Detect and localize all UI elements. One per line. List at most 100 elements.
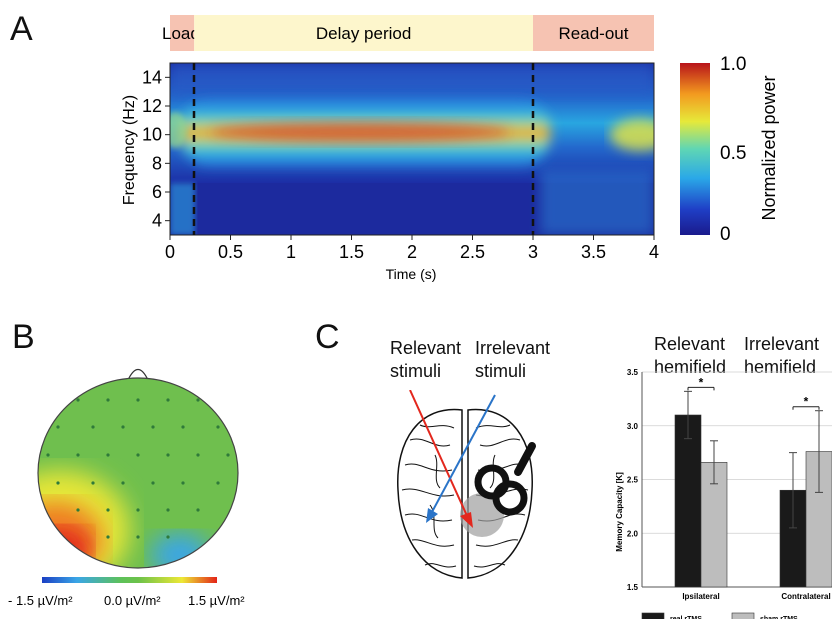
electrode-1-2 bbox=[121, 425, 125, 429]
electrode-2-3 bbox=[136, 453, 140, 457]
electrode-2-2 bbox=[106, 453, 110, 457]
panel-letter-c: C bbox=[315, 318, 340, 356]
electrode-2-5 bbox=[196, 453, 200, 457]
colorbar-tick-min: 0 bbox=[720, 224, 731, 245]
significance-markers: ** bbox=[687, 375, 820, 410]
x-tick-8: 4 bbox=[649, 242, 659, 262]
y-tick-5: 14 bbox=[142, 67, 162, 87]
x-tick-7: 3.5 bbox=[581, 242, 606, 262]
y-tick-2: 8 bbox=[152, 153, 162, 173]
electrode-0-3 bbox=[166, 398, 170, 402]
electrode-1-5 bbox=[216, 425, 220, 429]
electrode-2-0 bbox=[46, 453, 50, 457]
phase-bar-2 bbox=[533, 15, 654, 51]
electrode-3-0 bbox=[56, 481, 60, 485]
colorbar-tick-max: 1.0 bbox=[720, 54, 746, 75]
bar-0-1 bbox=[700, 462, 728, 588]
phase-label-1: Delay period bbox=[316, 24, 411, 43]
scale-label-mid: 0.0 µV/m² bbox=[104, 593, 161, 608]
relevant-stimulus-arrow bbox=[409, 390, 469, 519]
electrode-1-4 bbox=[181, 425, 185, 429]
electrode-0-1 bbox=[106, 398, 110, 402]
electrode-2-1 bbox=[76, 453, 80, 457]
electrode-4-3 bbox=[166, 508, 170, 512]
electrode-dots bbox=[46, 398, 230, 539]
electrode-1-0 bbox=[56, 425, 60, 429]
x-tick-6: 3 bbox=[528, 242, 538, 262]
phase-label-2: Read-out bbox=[559, 24, 629, 43]
colorbar-tick-mid: 0.5 bbox=[720, 143, 746, 164]
irrelevant-stimulus-arrow bbox=[431, 394, 496, 513]
significance-star-0: * bbox=[699, 375, 704, 389]
electrode-0-0 bbox=[76, 398, 80, 402]
x-tick-5: 2.5 bbox=[460, 242, 485, 262]
significance-star-1: * bbox=[804, 395, 809, 409]
x-tick-2: 1 bbox=[286, 242, 296, 262]
panel-b-topomap: - 1.5 µV/m² 0.0 µV/m² 1.5 µV/m² bbox=[8, 368, 245, 608]
legend-swatch-1 bbox=[731, 612, 755, 619]
electrode-1-3 bbox=[151, 425, 155, 429]
bar-chart-x-labels: Ipsilateral Contralateral bbox=[682, 592, 830, 601]
y-tick-4: 12 bbox=[142, 96, 162, 116]
x-axis-ticks: 0 0.5 1 1.5 2 2.5 3 3.5 4 bbox=[165, 235, 659, 262]
panel-letter-b: B bbox=[12, 318, 35, 356]
bar-y-tick-2: 2.5 bbox=[627, 476, 639, 485]
colorbar bbox=[680, 63, 710, 235]
electrode-4-0 bbox=[76, 508, 80, 512]
irrelevant-stimuli-label: Irrelevant stimuli bbox=[475, 338, 551, 382]
bar-chart-y-label: Memory Capacity [K] bbox=[615, 472, 624, 552]
electrode-4-2 bbox=[136, 508, 140, 512]
y-tick-3: 10 bbox=[142, 125, 162, 145]
legend-label-0: real rTMS bbox=[670, 616, 702, 619]
x-tick-4: 2 bbox=[407, 242, 417, 262]
y-axis-label: Frequency (Hz) bbox=[121, 95, 138, 205]
legend-swatch-0 bbox=[641, 612, 665, 619]
electrode-3-2 bbox=[121, 481, 125, 485]
bar-chart-bars bbox=[674, 390, 832, 588]
electrode-4-1 bbox=[106, 508, 110, 512]
electrode-0-4 bbox=[196, 398, 200, 402]
electrode-5-2 bbox=[166, 535, 170, 539]
x-axis-label: Time (s) bbox=[386, 266, 437, 282]
phase-bar-1 bbox=[194, 15, 533, 51]
bar-x-label-1: Contralateral bbox=[781, 592, 830, 601]
heatmap-image bbox=[170, 63, 654, 235]
phase-bar-0 bbox=[170, 15, 195, 51]
electrode-5-1 bbox=[136, 535, 140, 539]
electrode-5-0 bbox=[106, 535, 110, 539]
bar-chart-y-ticks: 1.5 2.0 2.5 3.0 3.5 bbox=[627, 368, 639, 592]
electrode-3-5 bbox=[216, 481, 220, 485]
electrode-2-4 bbox=[166, 453, 170, 457]
scale-label-min: - 1.5 µV/m² bbox=[8, 593, 73, 608]
bar-0-0 bbox=[674, 414, 702, 588]
electrode-0-2 bbox=[136, 398, 140, 402]
electrode-4-4 bbox=[196, 508, 200, 512]
panel-letter-a: A bbox=[10, 10, 33, 48]
bar-y-tick-1: 2.0 bbox=[627, 529, 639, 538]
y-tick-1: 6 bbox=[152, 182, 162, 202]
y-axis-ticks: 4 6 8 10 12 14 bbox=[142, 67, 170, 231]
electrode-1-1 bbox=[91, 425, 95, 429]
memory-capacity-bar-chart: 1.5 2.0 2.5 3.0 3.5 Ipsilateral Contralateral… bbox=[615, 368, 832, 619]
electrode-3-4 bbox=[181, 481, 185, 485]
colorbar-label: Normalized power bbox=[759, 75, 779, 220]
head-outline bbox=[37, 377, 239, 569]
phase-label-0: Load bbox=[162, 24, 200, 43]
x-tick-0: 0 bbox=[165, 242, 175, 262]
panel-a-figure: Load Delay period Read-out 0 0.5 1 1.5 2 2.5 3 3.… bbox=[121, 15, 779, 282]
phase-bars: Load Delay period Read-out bbox=[162, 15, 654, 51]
bar-x-label-0: Ipsilateral bbox=[682, 592, 719, 601]
electrode-3-3 bbox=[151, 481, 155, 485]
bar-y-tick-3: 3.0 bbox=[627, 422, 639, 431]
bar-y-tick-0: 1.5 bbox=[627, 583, 639, 592]
y-tick-0: 4 bbox=[152, 211, 162, 231]
scale-label-max: 1.5 µV/m² bbox=[188, 593, 245, 608]
x-tick-1: 0.5 bbox=[218, 242, 243, 262]
tms-coil-icon bbox=[474, 442, 536, 516]
bar-y-tick-4: 3.5 bbox=[627, 368, 639, 377]
color-scale-bar bbox=[42, 577, 217, 583]
nose-outline bbox=[127, 368, 149, 381]
panel-c-brain-diagram bbox=[397, 390, 536, 579]
relevant-stimuli-label: Relevant stimuli bbox=[390, 338, 462, 382]
legend-label-1: sham rTMS bbox=[760, 616, 798, 619]
